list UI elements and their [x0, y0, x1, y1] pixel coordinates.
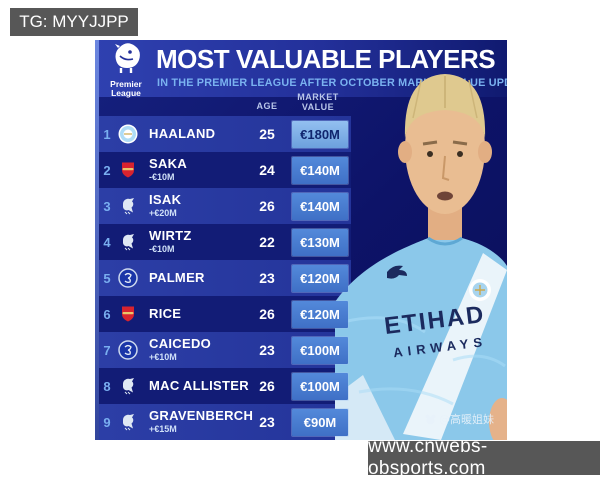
left-accent-strip	[95, 40, 99, 440]
market-value: €140M	[292, 192, 348, 220]
liverpool-badge-icon	[115, 376, 141, 396]
player-age: 26	[259, 306, 275, 322]
column-header-age: AGE	[256, 101, 278, 111]
rank-number: 6	[103, 306, 111, 322]
premier-league-wordmark: Premier League	[110, 79, 142, 98]
tg-handle-text: TG: MYYJJPP	[19, 12, 129, 31]
player-name: MAC ALLISTER	[149, 377, 249, 393]
player-name: WIRTZ	[149, 228, 192, 244]
market-value: €100M	[292, 372, 348, 400]
player-name: PALMER	[149, 269, 205, 285]
player-name: ISAK	[149, 192, 182, 208]
arsenal-badge-icon	[115, 160, 141, 180]
premier-league-lion-icon	[115, 43, 140, 73]
player-name: SAKA	[149, 156, 188, 172]
website-text: www.cnwebs-obsports.com	[368, 436, 488, 479]
value-change: -€10M	[149, 172, 175, 183]
liverpool-badge-icon	[115, 232, 141, 252]
market-value: €120M	[292, 300, 348, 328]
website-label: www.cnwebs-obsports.com	[368, 436, 600, 479]
player-age: 25	[259, 126, 275, 142]
rank-number: 5	[103, 270, 111, 286]
player-age: 24	[259, 162, 275, 178]
column-header-market-value: MARKET VALUE	[297, 92, 339, 113]
chelsea-badge-icon	[115, 340, 141, 360]
liverpool-badge-icon	[115, 412, 141, 432]
rank-number: 2	[103, 162, 111, 178]
chelsea-badge-icon	[115, 268, 141, 288]
table-row: 5 PALMER 23 €120M	[99, 260, 351, 296]
arsenal-badge-icon	[115, 304, 141, 324]
haaland-photo: ETIHAD AIRWAYS	[335, 60, 507, 440]
rank-number: 4	[103, 234, 111, 250]
market-value: €140M	[292, 156, 348, 184]
tg-handle-label: TG: MYYJJPP	[10, 8, 138, 36]
rank-number: 9	[103, 414, 111, 430]
infographic-board: Premier League MOST VALUABLE PLAYERS IN …	[95, 40, 507, 440]
ranking-table: 1 HAALAND 25 €180M 2 SAKA -€10M 24 €140M …	[99, 116, 351, 440]
player-age: 23	[259, 342, 275, 358]
value-change: -€10M	[149, 244, 175, 255]
table-row: 8 MAC ALLISTER 26 €100M	[99, 368, 351, 404]
rank-number: 7	[103, 342, 111, 358]
premier-league-logo: Premier League	[101, 42, 151, 98]
rank-number: 1	[103, 126, 111, 142]
table-row: 2 SAKA -€10M 24 €140M	[99, 152, 351, 188]
player-age: 23	[259, 270, 275, 286]
table-row: 4 WIRTZ -€10M 22 €130M	[99, 224, 351, 260]
player-age: 26	[259, 378, 275, 394]
player-name: CAICEDO	[149, 336, 212, 352]
market-value: €130M	[292, 228, 348, 256]
player-name: GRAVENBERCH	[149, 408, 254, 424]
market-value: €180M	[292, 120, 348, 148]
market-value: €100M	[292, 336, 348, 364]
table-row: 9 GRAVENBERCH +€15M 23 €90M	[99, 404, 351, 440]
player-age: 26	[259, 198, 275, 214]
page-title: MOST VALUABLE PLAYERS	[156, 44, 496, 74]
value-change: +€20M	[149, 208, 177, 219]
rank-number: 8	[103, 378, 111, 394]
value-change: +€10M	[149, 352, 177, 363]
table-row: 1 HAALAND 25 €180M	[99, 116, 351, 152]
watermark-mascot-icon	[425, 414, 436, 424]
table-row: 7 CAICEDO +€10M 23 €100M	[99, 332, 351, 368]
value-change: +€15M	[149, 424, 177, 435]
player-name: HAALAND	[149, 125, 216, 141]
player-name: RICE	[149, 305, 182, 321]
manchester-city-badge-icon	[115, 124, 141, 144]
table-row: 3 ISAK +€20M 26 €140M	[99, 188, 351, 224]
market-value: €90M	[292, 408, 348, 436]
rank-number: 3	[103, 198, 111, 214]
player-age: 23	[259, 414, 275, 430]
table-row: 6 RICE 26 €120M	[99, 296, 351, 332]
watermark: @高暖姐妹	[425, 411, 494, 427]
liverpool-badge-icon	[115, 196, 141, 216]
player-age: 22	[259, 234, 275, 250]
player-illustration: ETIHAD AIRWAYS	[335, 74, 507, 440]
market-value: €120M	[292, 264, 348, 292]
watermark-text: @高暖姐妹	[439, 413, 494, 426]
